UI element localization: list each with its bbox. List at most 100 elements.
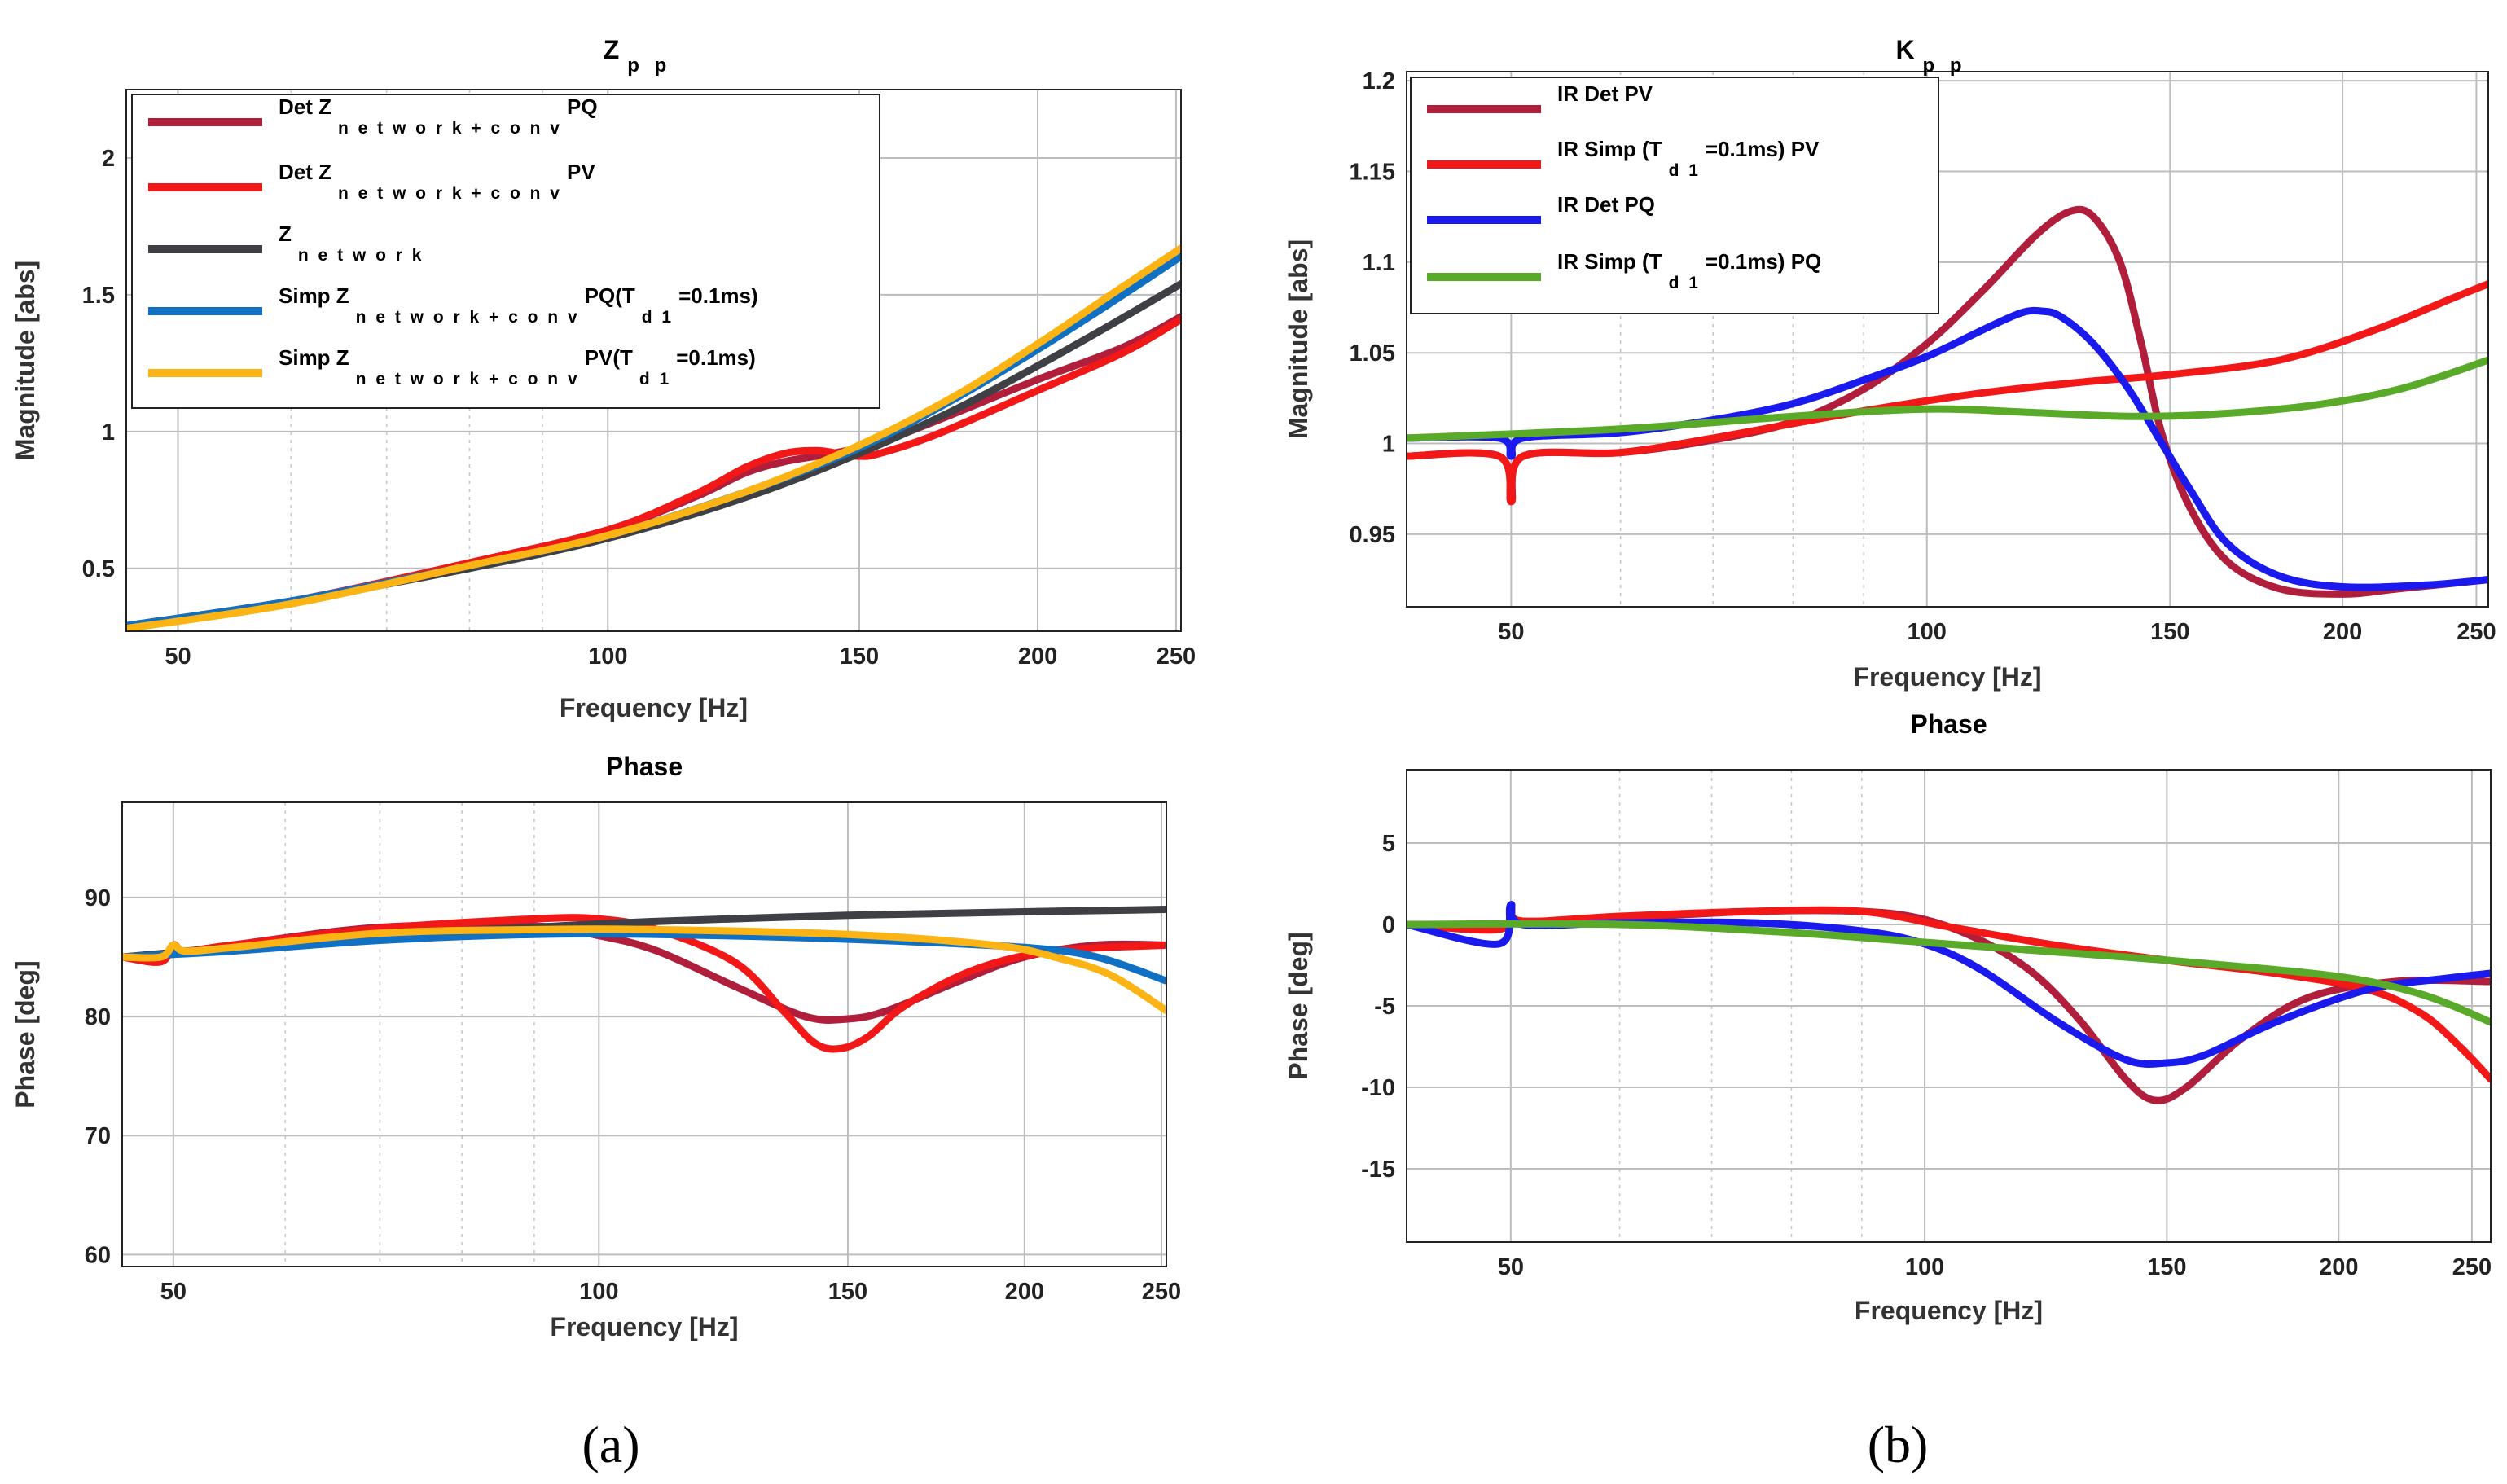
legend-name: Simp Z xyxy=(279,345,349,370)
y-tick-label: 1.5 xyxy=(82,283,115,309)
plot-frame xyxy=(1406,769,2492,1243)
y-tick-label: 90 xyxy=(85,885,111,911)
y-axis-label: Magnitude [abs] xyxy=(11,261,40,460)
x-tick-label: 250 xyxy=(2457,619,2496,645)
legend-name: IR Simp (T xyxy=(1557,249,1662,274)
legend-entry: IR Simp (T d 1 =0.1ms) PQ xyxy=(1557,249,1821,292)
chart-title-sub: p p xyxy=(627,55,671,77)
x-tick-label: 50 xyxy=(1498,619,1524,645)
y-axis-label: Phase [deg] xyxy=(11,960,40,1108)
legend-name-tail: =0.1ms) PV xyxy=(1706,137,1820,161)
legend-name-sub: n e t w o r k + c o n v xyxy=(356,370,580,389)
series-line-a_mag-4 xyxy=(126,244,1181,631)
legend-name: IR Det PV xyxy=(1557,81,1653,106)
y-tick-label: -5 xyxy=(1374,994,1395,1020)
chart-title-main: Z xyxy=(604,35,620,64)
x-tick-label: 150 xyxy=(828,1279,867,1305)
x-tick-label: 100 xyxy=(588,643,627,670)
chart-title: Phase xyxy=(606,752,683,781)
x-tick-label: 250 xyxy=(2452,1254,2492,1280)
x-tick-label: 200 xyxy=(2319,1254,2358,1280)
legend-name: Det Z xyxy=(279,94,331,119)
plot-frame xyxy=(1406,71,2489,608)
x-tick-label: 50 xyxy=(160,1279,187,1305)
x-tick-label: 50 xyxy=(165,643,191,670)
legend-a_mag: Det Z n e t w o r k + c o n v PQ Det Z n e t… xyxy=(131,94,880,409)
legend-entry: Simp Z n e t w o r k + c o n v PV(T d 1 =0.1… xyxy=(279,345,756,389)
series-group xyxy=(1407,901,2491,1104)
y-tick-label: 80 xyxy=(85,1004,111,1030)
chart-title-main: K xyxy=(1895,35,1914,64)
x-tick-label: 100 xyxy=(579,1279,618,1305)
chart-title-main: Phase xyxy=(606,752,683,781)
x-tick-label: 150 xyxy=(2147,1254,2186,1280)
legend-entry: Det Z n e t w o r k + c o n v PQ xyxy=(279,94,598,138)
series-line-a_phase-3 xyxy=(122,929,1166,985)
y-tick-label: 1.05 xyxy=(1350,340,1395,367)
chart-title: Kp p xyxy=(1895,35,1966,77)
legend-name-sub: d 1 xyxy=(1669,161,1701,180)
legend-name: Simp Z xyxy=(279,283,349,308)
legend-name-sub: n e t w o r k + c o n v xyxy=(338,184,562,203)
x-tick-label: 250 xyxy=(1157,643,1196,670)
chart-b_phase: 50 100 150 200 250 -15 -10 -5 0 5 Frequency [Hz] Ph… xyxy=(1284,709,2492,1325)
chart-title-main: Phase xyxy=(1910,709,1987,739)
y-tick-label: 70 xyxy=(85,1123,111,1149)
series-line-a_phase-4 xyxy=(122,925,1166,1015)
legend-name-sub2: d 1 xyxy=(642,308,674,327)
y-tick-label: 60 xyxy=(85,1242,111,1268)
series-line-b_phase-3 xyxy=(1407,920,2491,1026)
chart-b_mag: 50 100 150 200 250 0.95 1 1.05 1.1 1.15 1.2 Frequen… xyxy=(1284,35,2496,692)
plot-frame xyxy=(121,801,1167,1267)
y-axis-label: Phase [deg] xyxy=(1284,932,1313,1079)
x-tick-label: 150 xyxy=(2150,619,2189,645)
x-axis-label: Frequency [Hz] xyxy=(550,1312,738,1341)
chart-title: Phase xyxy=(1910,709,1987,739)
y-tick-label: 2 xyxy=(102,146,115,172)
y-tick-label: -10 xyxy=(1361,1075,1395,1101)
legend-name-tail: PQ(T xyxy=(585,283,635,308)
y-tick-label: 5 xyxy=(1382,831,1395,857)
y-tick-label: 1.1 xyxy=(1363,250,1395,276)
legend-name: IR Simp (T xyxy=(1557,137,1662,161)
legend-name-tail: PV(T xyxy=(585,345,633,370)
legend-name-sub: n e t w o r k + c o n v xyxy=(338,119,562,138)
legend-name-sub2: d 1 xyxy=(639,370,671,389)
legend-entry: IR Det PQ xyxy=(1557,192,1655,217)
chart-a_phase: 50 100 150 200 250 60 70 80 90 Frequency [Hz] Phas… xyxy=(11,752,1181,1341)
legend-name: IR Det PQ xyxy=(1557,192,1655,217)
plot-frame xyxy=(125,89,1182,632)
legend-entry: IR Simp (T d 1 =0.1ms) PV xyxy=(1557,137,1820,180)
legend-name-sub: n e t w o r k + c o n v xyxy=(356,308,580,327)
y-tick-label: 0 xyxy=(1382,912,1395,938)
legend-entry: Zn e t w o r k xyxy=(279,222,424,265)
legend-name-tail: PQ xyxy=(567,94,598,119)
legend-name: Z xyxy=(279,222,292,246)
chart-title-sub: p p xyxy=(1923,55,1967,77)
x-tick-label: 100 xyxy=(1905,1254,1944,1280)
x-tick-label: 150 xyxy=(840,643,879,670)
legend-b_mag: IR Det PV IR Simp (T d 1 =0.1ms) PV IR Det P… xyxy=(1410,77,1939,314)
x-tick-label: 50 xyxy=(1498,1254,1524,1280)
y-tick-label: 0.5 xyxy=(82,556,115,582)
legend-name-sub: n e t w o r k xyxy=(298,246,424,265)
y-tick-label: 1.15 xyxy=(1350,159,1395,185)
chart-title: Zp p xyxy=(604,35,672,77)
legend-entry: Simp Z n e t w o r k + c o n v PQ(T d 1=0.1… xyxy=(279,283,758,327)
x-axis-label: Frequency [Hz] xyxy=(1853,662,2041,692)
legend-name-tail2: =0.1ms) xyxy=(678,283,758,308)
legend-entry: Det Z n e t w o r k + c o n v PV xyxy=(279,160,595,203)
y-tick-label: 1 xyxy=(1382,432,1395,458)
legend-name-sub: d 1 xyxy=(1669,274,1701,292)
panel-label-b: (b) xyxy=(1868,1416,1929,1473)
y-tick-label: -15 xyxy=(1361,1157,1395,1183)
panel-label-a: (a) xyxy=(582,1416,639,1473)
legend-name-tail: PV xyxy=(567,160,595,184)
legend-name: Det Z xyxy=(279,160,331,184)
legend-name-tail: =0.1ms) PQ xyxy=(1706,249,1821,274)
y-tick-label: 1 xyxy=(102,419,115,446)
y-axis-label: Magnitude [abs] xyxy=(1284,239,1313,439)
series-group xyxy=(126,244,1181,631)
series-group xyxy=(1407,205,2488,598)
